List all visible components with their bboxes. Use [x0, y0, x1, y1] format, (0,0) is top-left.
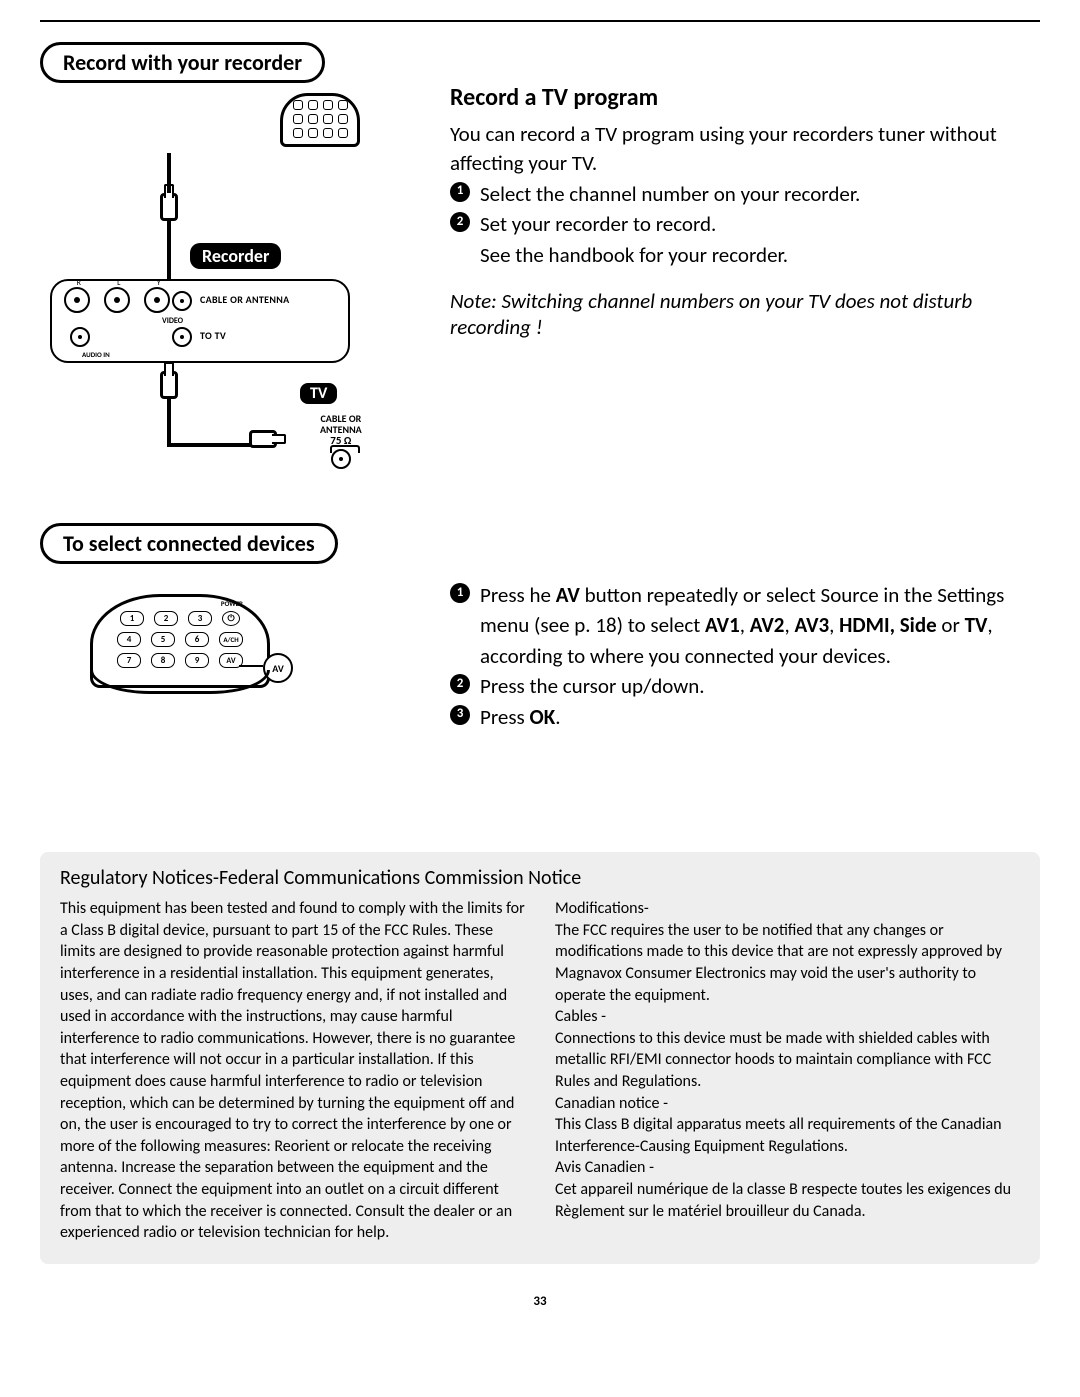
plug-icon	[160, 371, 178, 399]
remote-icon	[280, 93, 360, 147]
video-label: VIDEO	[162, 316, 183, 326]
cable-segment	[167, 399, 171, 445]
audio-in-label: AUDIO IN	[82, 350, 110, 359]
section1-heading: Record a TV program	[450, 83, 1040, 112]
section2-row: POWER 123 ⏻ 456 A/CH 789 AV AV	[40, 564, 1040, 732]
regulatory-col1: This equipment has been tested and found…	[60, 898, 525, 1244]
recorder-box-icon: AUDIO IN VIDEO CABLE OR ANTENNA TO TV	[50, 279, 350, 363]
section1-pill: Record with your recorder	[40, 42, 325, 83]
regulatory-box: Regulatory Notices-Federal Communication…	[40, 852, 1040, 1264]
regulatory-col2: Modifications- The FCC requires the user…	[555, 898, 1020, 1244]
plug-icon	[249, 430, 277, 448]
section2-pill: To select connected devices	[40, 523, 338, 564]
remote-curve	[90, 670, 270, 694]
section1-step2: Set your recorder to record. See the han…	[450, 209, 1040, 270]
cable-antenna-label: CABLE OR ANTENNA	[200, 293, 290, 306]
tv-badge: TV	[300, 383, 337, 404]
av-key-icon: AV	[263, 653, 293, 683]
recorder-badge: Recorder	[190, 243, 281, 269]
cable-segment	[167, 153, 171, 193]
to-tv-label: TO TV	[200, 329, 226, 342]
page-number: 33	[40, 1294, 1040, 1309]
section1-row: Recorder AUDIO IN VIDEO CABLE OR ANTENNA…	[40, 83, 1040, 483]
section2-step2: Press the cursor up/down.	[450, 671, 1040, 701]
section1-intro: You can record a TV program using your r…	[450, 120, 1040, 179]
regulatory-title: Regulatory Notices-Federal Communication…	[60, 866, 1020, 890]
cable-segment	[167, 443, 257, 447]
section2-step3: Press OK.	[450, 702, 1040, 732]
section1-diagram: Recorder AUDIO IN VIDEO CABLE OR ANTENNA…	[40, 83, 420, 483]
section1-step1: Select the channel number on your record…	[450, 179, 1040, 209]
section1-text: Record a TV program You can record a TV …	[450, 83, 1040, 483]
power-label: POWER	[221, 599, 243, 608]
tv-port-icon: CABLE OR ANTENNA 75 Ω	[320, 413, 362, 469]
section2-text: Press he AV button repeatedly or select …	[450, 564, 1040, 732]
top-rule	[40, 20, 1040, 22]
plug-icon	[160, 193, 178, 221]
section1-note: Note: Switching channel numbers on your …	[450, 288, 1040, 340]
section2-diagram: POWER 123 ⏻ 456 A/CH 789 AV AV	[40, 564, 420, 732]
cable-segment	[167, 221, 171, 279]
section2-step1: Press he AV button repeatedly or select …	[450, 580, 1040, 671]
